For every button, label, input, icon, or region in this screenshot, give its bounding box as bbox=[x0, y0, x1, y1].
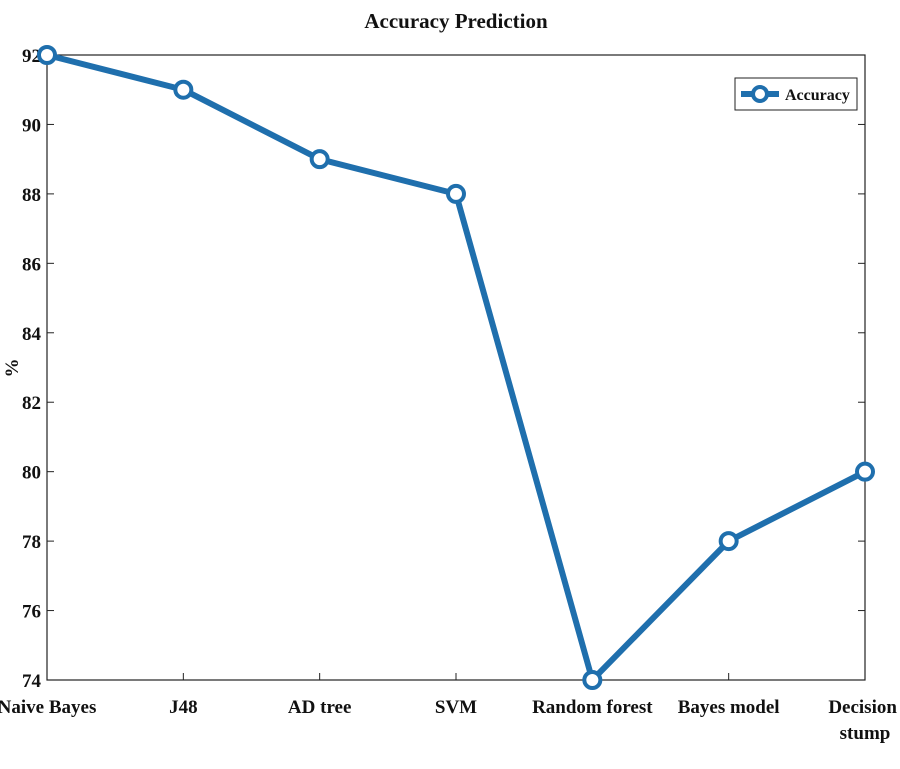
x-tick-label: J48 bbox=[169, 697, 198, 718]
marker bbox=[582, 670, 603, 690]
marker bbox=[446, 183, 466, 204]
plot-frame bbox=[46, 54, 866, 681]
y-tick-label: 84 bbox=[22, 324, 42, 345]
legend-label: Accuracy bbox=[785, 87, 850, 104]
x-tick-label: Decision stump bbox=[828, 697, 900, 744]
marker bbox=[173, 79, 194, 100]
y-tick-label: 80 bbox=[22, 463, 41, 484]
chart-title: Accuracy Prediction bbox=[364, 9, 548, 33]
marker bbox=[718, 531, 739, 552]
y-tick-label: 78 bbox=[22, 532, 41, 553]
x-tick-label: Bayes model bbox=[678, 697, 780, 718]
marker bbox=[855, 461, 875, 482]
legend: Accuracy bbox=[734, 77, 858, 111]
y-tick-label: 74 bbox=[22, 671, 42, 692]
y-tick-label: 90 bbox=[22, 115, 41, 136]
y-tick-label: 76 bbox=[22, 602, 41, 623]
legend-marker bbox=[751, 85, 769, 103]
y-tick-label: 92 bbox=[22, 46, 41, 67]
x-tick-label: AD tree bbox=[288, 697, 351, 718]
x-tick-label: Random forest bbox=[532, 697, 653, 718]
line bbox=[46, 52, 867, 683]
marker bbox=[37, 45, 57, 65]
y-tick-label: 82 bbox=[22, 393, 41, 414]
y-tick-label: 88 bbox=[22, 185, 41, 206]
x-tick-label: Naive Bayes bbox=[0, 697, 96, 718]
marker bbox=[309, 149, 330, 170]
y-axis-label: % bbox=[2, 359, 23, 378]
y-tick-label: 86 bbox=[22, 254, 41, 275]
x-tick-label: SVM bbox=[435, 697, 477, 718]
